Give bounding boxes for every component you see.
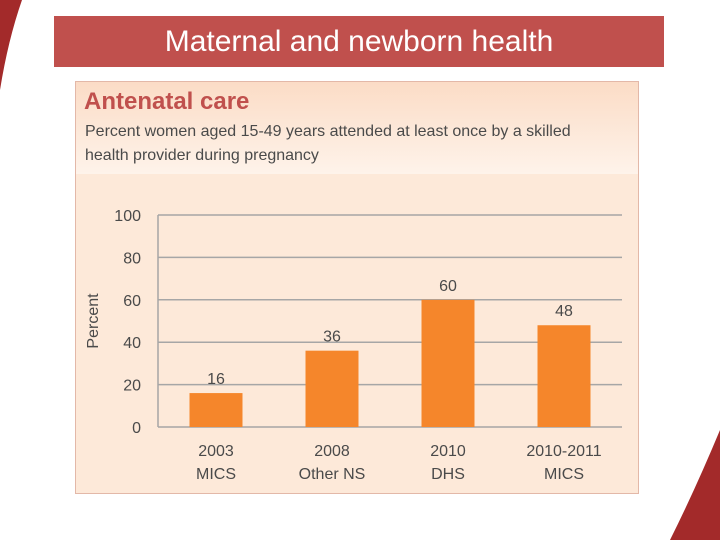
slide-title-bar: Maternal and newborn health [54, 16, 664, 67]
slide-title: Maternal and newborn health [164, 24, 554, 58]
bar-chart: 0 20 40 60 80 100 Percent 16 2003 MICS 36 2008 Other… [85, 208, 622, 483]
x-tick-label: 2008 [314, 443, 350, 460]
x-tick-label: 2010 [430, 443, 466, 460]
x-tick-label: MICS [544, 466, 584, 483]
bar [189, 393, 243, 427]
chart-title: Antenatal care [84, 88, 250, 115]
data-label: 36 [323, 329, 341, 346]
x-tick-label: DHS [431, 466, 465, 483]
y-tick-label: 100 [114, 208, 141, 225]
y-tick-label: 40 [123, 335, 141, 352]
chart-subtitle: Percent women aged 15-49 years attended … [85, 123, 571, 164]
bar [305, 350, 359, 427]
corner-swoosh-bottom-right [670, 430, 720, 540]
x-tick-label: 2010-2011 [526, 443, 601, 460]
data-label: 60 [439, 278, 457, 295]
y-tick-label: 20 [123, 378, 141, 395]
data-label: 48 [555, 303, 573, 320]
y-tick-label: 60 [123, 293, 141, 310]
x-tick-label: 2003 [198, 443, 234, 460]
x-tick-label: Other NS [299, 466, 366, 483]
chart-panel: Antenatal care Percent women aged 15-49 … [75, 81, 639, 494]
y-tick-label: 80 [123, 250, 141, 267]
corner-swoosh-top-left [0, 0, 22, 90]
bar [421, 299, 475, 427]
panel-header: Antenatal care Percent women aged 15-49 … [76, 82, 638, 174]
y-axis-label: Percent [85, 293, 102, 349]
data-label: 16 [207, 371, 225, 388]
y-tick-label: 0 [132, 420, 141, 437]
bar [537, 325, 591, 427]
x-tick-label: MICS [196, 466, 236, 483]
